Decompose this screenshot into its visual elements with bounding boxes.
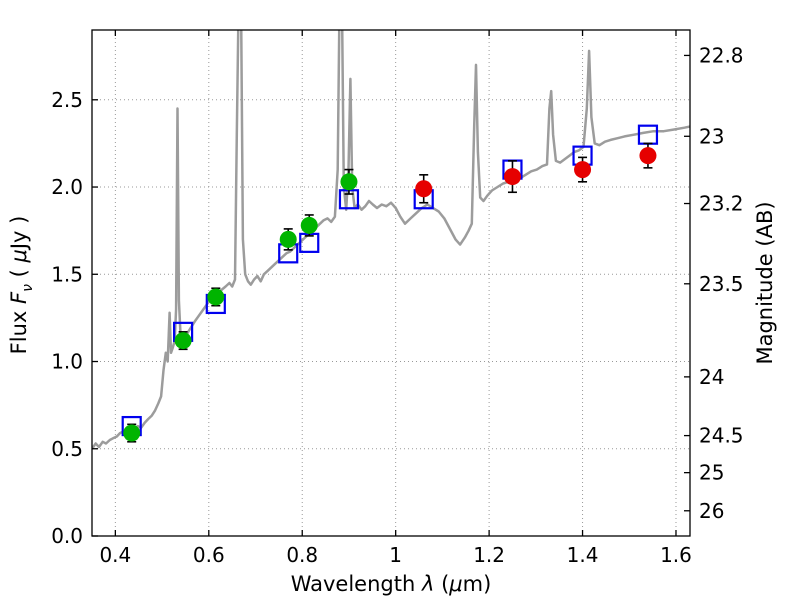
y-tick-label-right: 22.8 [699, 43, 744, 67]
x-tick-label: 1.6 [660, 543, 692, 567]
photometry-point [503, 168, 521, 186]
y-tick-label-right: 24 [699, 365, 724, 389]
photometry-point [174, 332, 192, 350]
axis-ticks [92, 30, 690, 537]
y-tick-label-right: 23 [699, 124, 724, 148]
plot-frame [91, 29, 691, 537]
y-tick-label-left: 2.5 [51, 88, 83, 112]
y-tick-label-right: 23.5 [699, 272, 744, 296]
y-tick-label-left: 1.5 [51, 262, 83, 286]
y-tick-label-left: 2.0 [51, 175, 83, 199]
model-photometry-point [637, 124, 659, 145]
x-axis-label: Wavelength λ (μm) [291, 572, 492, 596]
photometry-point [340, 173, 358, 191]
photometry-point [574, 161, 592, 179]
grid [92, 30, 690, 536]
x-tick-label: 1.2 [473, 543, 505, 567]
x-tick-label: 1 [389, 543, 402, 567]
x-tick-label: 0.8 [286, 543, 318, 567]
photometry-point [415, 180, 433, 198]
y-axis-label-right: Magnitude (AB) [753, 201, 777, 364]
y-tick-label-right: 23.2 [699, 192, 744, 216]
x-tick-label: 1.4 [567, 543, 599, 567]
spectrum-line [92, 30, 690, 450]
y-tick-label-right: 24.5 [699, 424, 744, 448]
photometry-point [639, 147, 657, 165]
photometry-point [207, 288, 225, 306]
y-tick-label-right: 25 [699, 461, 724, 485]
x-tick-label: 0.6 [193, 543, 225, 567]
y-tick-label-left: 0.5 [51, 437, 83, 461]
y-tick-label-left: 0.0 [51, 524, 83, 548]
observed-infrared-points [415, 142, 657, 204]
observed-optical-points [123, 168, 358, 443]
y-tick-label-right: 26 [699, 499, 724, 523]
y-tick-label-left: 1.0 [51, 350, 83, 374]
photometry-point [279, 230, 297, 248]
photometry-point [300, 216, 318, 234]
tick-labels: 0.4 0.6 0.8 1 1.2 1.4 1.6 0.0 0.5 1.0 1.5 2.0 2.5 22.… [51, 43, 743, 567]
photometry-point [123, 424, 141, 442]
x-tick-label: 0.4 [99, 543, 131, 567]
y-axis-label-left: Flux Fν ( μJy ) [7, 216, 36, 355]
